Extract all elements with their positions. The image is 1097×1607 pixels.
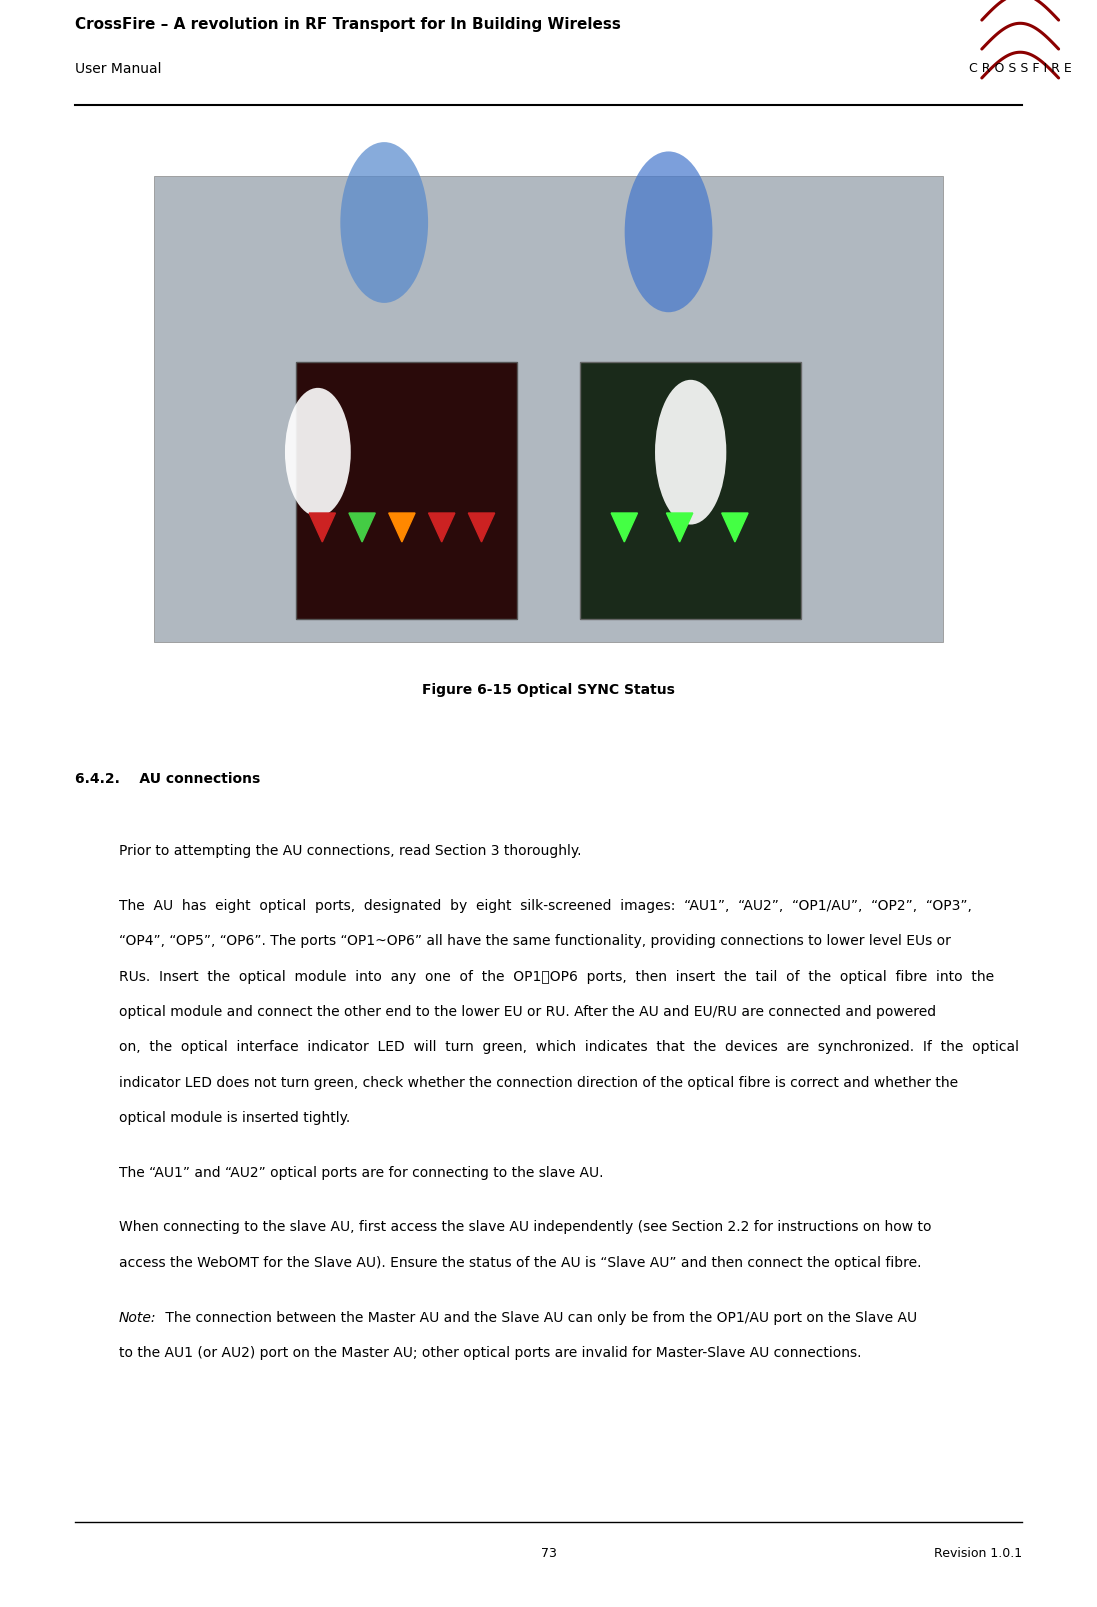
Ellipse shape	[624, 153, 712, 313]
Text: The “AU1” and “AU2” optical ports are for connecting to the slave AU.: The “AU1” and “AU2” optical ports are fo…	[118, 1165, 603, 1180]
Text: optical module is inserted tightly.: optical module is inserted tightly.	[118, 1110, 350, 1125]
Ellipse shape	[655, 381, 726, 525]
Text: User Manual: User Manual	[75, 63, 161, 76]
Polygon shape	[667, 514, 693, 543]
Polygon shape	[429, 514, 455, 543]
Ellipse shape	[285, 389, 351, 517]
FancyBboxPatch shape	[296, 363, 517, 620]
Text: Note:: Note:	[118, 1310, 157, 1324]
Polygon shape	[349, 514, 375, 543]
Text: optical module and connect the other end to the lower EU or RU. After the AU and: optical module and connect the other end…	[118, 1004, 936, 1019]
Text: 73: 73	[541, 1546, 556, 1559]
Polygon shape	[309, 514, 336, 543]
Ellipse shape	[340, 143, 428, 304]
Text: C R O S S F I R E: C R O S S F I R E	[969, 63, 1072, 76]
Text: RUs.  Insert  the  optical  module  into  any  one  of  the  OP1～OP6  ports,  th: RUs. Insert the optical module into any …	[118, 969, 994, 983]
Text: CrossFire – A revolution in RF Transport for In Building Wireless: CrossFire – A revolution in RF Transport…	[75, 18, 621, 32]
FancyBboxPatch shape	[580, 363, 801, 620]
FancyBboxPatch shape	[154, 177, 943, 643]
Text: Prior to attempting the AU connections, read Section 3 thoroughly.: Prior to attempting the AU connections, …	[118, 844, 581, 858]
Text: The connection between the Master AU and the Slave AU can only be from the OP1/A: The connection between the Master AU and…	[160, 1310, 917, 1324]
Text: Figure 6-15 Optical SYNC Status: Figure 6-15 Optical SYNC Status	[422, 683, 675, 697]
Polygon shape	[611, 514, 637, 543]
Text: “OP4”, “OP5”, “OP6”. The ports “OP1~OP6” all have the same functionality, provid: “OP4”, “OP5”, “OP6”. The ports “OP1~OP6”…	[118, 934, 951, 948]
Polygon shape	[468, 514, 495, 543]
Text: on,  the  optical  interface  indicator  LED  will  turn  green,  which  indicat: on, the optical interface indicator LED …	[118, 1040, 1019, 1054]
Text: 6.4.2.    AU connections: 6.4.2. AU connections	[75, 771, 260, 786]
Polygon shape	[722, 514, 748, 543]
Polygon shape	[388, 514, 415, 543]
Text: access the WebOMT for the Slave AU). Ensure the status of the AU is “Slave AU” a: access the WebOMT for the Slave AU). Ens…	[118, 1255, 921, 1270]
Text: Revision 1.0.1: Revision 1.0.1	[934, 1546, 1022, 1559]
Text: indicator LED does not turn green, check whether the connection direction of the: indicator LED does not turn green, check…	[118, 1075, 958, 1090]
Text: The  AU  has  eight  optical  ports,  designated  by  eight  silk-screened  imag: The AU has eight optical ports, designat…	[118, 898, 972, 913]
Text: When connecting to the slave AU, first access the slave AU independently (see Se: When connecting to the slave AU, first a…	[118, 1220, 931, 1234]
Text: to the AU1 (or AU2) port on the Master AU; other optical ports are invalid for M: to the AU1 (or AU2) port on the Master A…	[118, 1345, 861, 1360]
